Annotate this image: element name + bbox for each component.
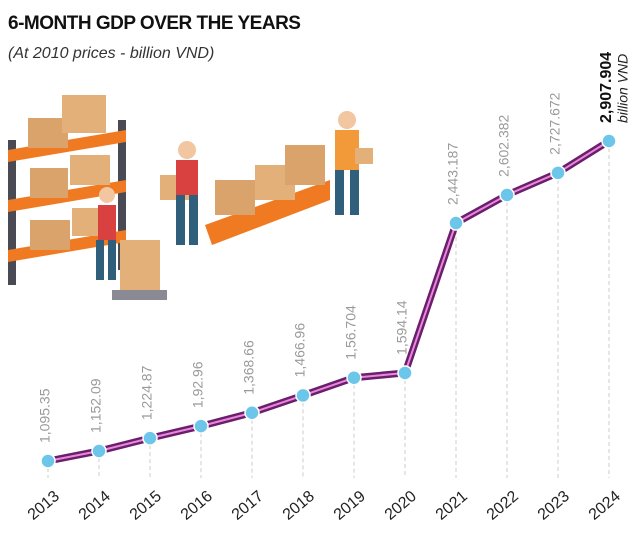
value-label: 2,602.382 <box>496 114 512 176</box>
x-tick-label: 2014 <box>76 488 114 524</box>
value-label: 2,443.187 <box>445 143 461 205</box>
point <box>193 418 209 434</box>
point <box>601 133 617 149</box>
point <box>346 369 362 386</box>
x-tick-label: 2013 <box>25 488 63 524</box>
chart-subtitle: (At 2010 prices - billion VND) <box>8 45 214 62</box>
point <box>244 404 260 421</box>
unit-label: billion VND <box>615 54 631 123</box>
value-label: 1,152.09 <box>88 378 104 433</box>
x-tick-label: 2024 <box>586 488 624 524</box>
point <box>142 430 158 446</box>
value-label: 1,594.14 <box>394 300 410 355</box>
point <box>499 187 515 203</box>
line-inner <box>47 140 610 462</box>
x-tick-label: 2022 <box>484 488 522 524</box>
value-label: 1,56.704 <box>343 305 359 360</box>
x-tick-label: 2015 <box>127 488 165 524</box>
point <box>295 387 311 404</box>
value-label: 1,466.96 <box>292 323 308 378</box>
x-tick-label: 2023 <box>535 488 573 524</box>
point <box>448 215 464 231</box>
value-label: 2,727.672 <box>547 92 563 154</box>
x-tick-label: 2021 <box>433 488 471 524</box>
value-label: 1,92.96 <box>190 361 206 408</box>
point <box>91 443 107 459</box>
point <box>397 365 413 381</box>
illustration <box>8 95 373 300</box>
point <box>550 165 566 181</box>
point <box>40 453 56 469</box>
value-label: 1,368.66 <box>241 340 257 395</box>
x-tick-label: 2018 <box>280 488 318 524</box>
chart-title: 6-MONTH GDP OVER THE YEARS <box>8 13 300 34</box>
value-label: 1,224.87 <box>139 365 155 420</box>
x-tick-label: 2017 <box>229 488 267 524</box>
x-tick-label: 2020 <box>382 488 420 524</box>
x-tick-label: 2016 <box>178 488 216 524</box>
value-label: 1,095.35 <box>37 388 53 443</box>
value-label: 2,907.904 <box>598 52 615 123</box>
x-tick-label: 2019 <box>331 488 369 524</box>
